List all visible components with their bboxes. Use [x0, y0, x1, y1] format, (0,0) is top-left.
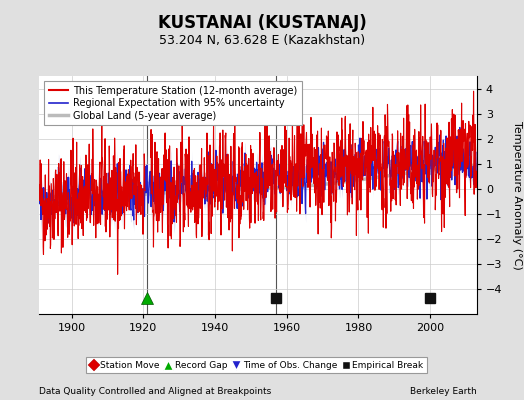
- Text: 53.204 N, 63.628 E (Kazakhstan): 53.204 N, 63.628 E (Kazakhstan): [159, 34, 365, 47]
- Text: Data Quality Controlled and Aligned at Breakpoints: Data Quality Controlled and Aligned at B…: [39, 387, 271, 396]
- Legend: Station Move, Record Gap, Time of Obs. Change, Empirical Break: Station Move, Record Gap, Time of Obs. C…: [86, 357, 427, 374]
- Text: KUSTANAI (KUSTANAJ): KUSTANAI (KUSTANAJ): [158, 14, 366, 32]
- Legend: This Temperature Station (12-month average), Regional Expectation with 95% uncer: This Temperature Station (12-month avera…: [44, 81, 302, 126]
- Text: Berkeley Earth: Berkeley Earth: [410, 387, 477, 396]
- Y-axis label: Temperature Anomaly (°C): Temperature Anomaly (°C): [512, 121, 522, 269]
